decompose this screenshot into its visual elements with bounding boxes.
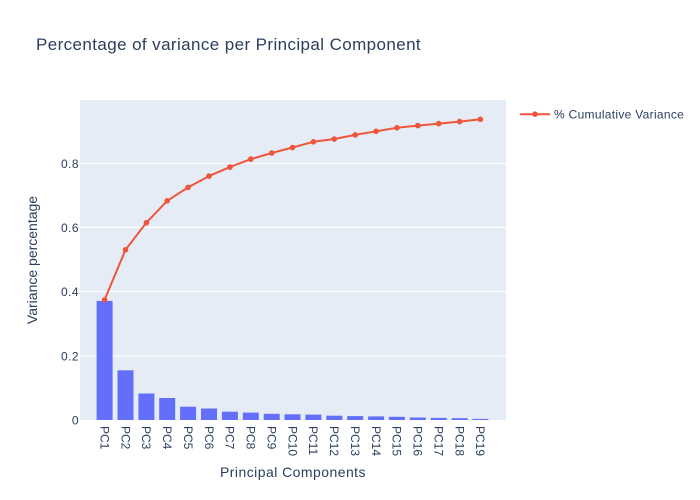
svg-text:PC11: PC11 xyxy=(306,426,320,455)
svg-text:PC18: PC18 xyxy=(452,426,466,456)
svg-text:PC15: PC15 xyxy=(390,426,404,456)
svg-text:PC7: PC7 xyxy=(223,426,237,450)
svg-text:Principal Components: Principal Components xyxy=(220,464,366,480)
svg-text:PC4: PC4 xyxy=(160,426,174,450)
svg-text:PC5: PC5 xyxy=(181,426,195,450)
svg-text:PC10: PC10 xyxy=(285,426,299,456)
svg-text:PC2: PC2 xyxy=(118,426,132,450)
svg-text:Percentage of variance per Pri: Percentage of variance per Principal Com… xyxy=(36,35,421,54)
svg-text:PC3: PC3 xyxy=(139,426,153,450)
svg-text:PC17: PC17 xyxy=(432,426,446,456)
svg-text:0: 0 xyxy=(72,413,79,427)
svg-text:0.2: 0.2 xyxy=(61,349,79,363)
svg-text:PC6: PC6 xyxy=(202,426,216,450)
svg-text:PC13: PC13 xyxy=(348,426,362,456)
svg-text:PC16: PC16 xyxy=(411,426,425,456)
svg-text:PC19: PC19 xyxy=(473,426,487,456)
svg-text:PC14: PC14 xyxy=(369,426,383,456)
svg-text:0.8: 0.8 xyxy=(61,157,79,171)
svg-text:PC12: PC12 xyxy=(327,426,341,456)
svg-text:% Cumulative Variance: % Cumulative Variance xyxy=(554,108,684,122)
svg-text:PC8: PC8 xyxy=(244,426,258,450)
svg-text:Variance percentage: Variance percentage xyxy=(24,196,40,324)
svg-text:0.6: 0.6 xyxy=(61,221,79,235)
svg-text:PC9: PC9 xyxy=(265,426,279,450)
svg-text:0.4: 0.4 xyxy=(61,285,79,299)
svg-text:PC1: PC1 xyxy=(97,426,111,450)
